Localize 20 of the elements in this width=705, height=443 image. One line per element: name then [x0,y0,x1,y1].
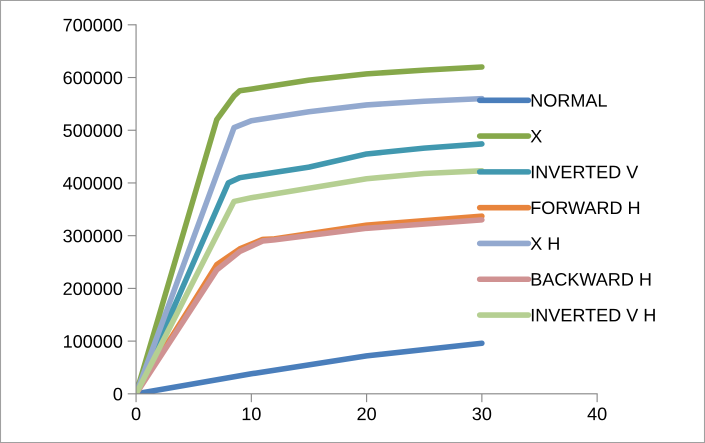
legend-label: FORWARD H [532,201,640,214]
x-tick-label: 40 [588,408,606,420]
y-tick-label: 600000 [64,71,122,84]
x-tick-label: 20 [357,408,376,420]
legend-label: X H [530,237,559,250]
y-tick-label: 0 [114,388,122,401]
legend-label: X [530,130,542,142]
x-tick-label: 10 [242,408,261,420]
y-tick-label: 700000 [64,18,122,32]
y-tick-label: 300000 [63,230,122,242]
legend-label: NORMAL [532,94,607,107]
y-tick-label: 100000 [64,335,122,348]
legend-label: INVERTED V [532,166,638,178]
x-tick-label: 30 [472,408,492,420]
y-tick-label: 500000 [63,124,122,137]
x-tick-label: 0 [132,408,140,420]
y-tick-label: 400000 [63,176,122,190]
y-tick-label: 200000 [64,282,122,296]
legend-label: BACKWARD H [532,272,650,286]
legend-label: INVERTED V H [532,308,655,322]
